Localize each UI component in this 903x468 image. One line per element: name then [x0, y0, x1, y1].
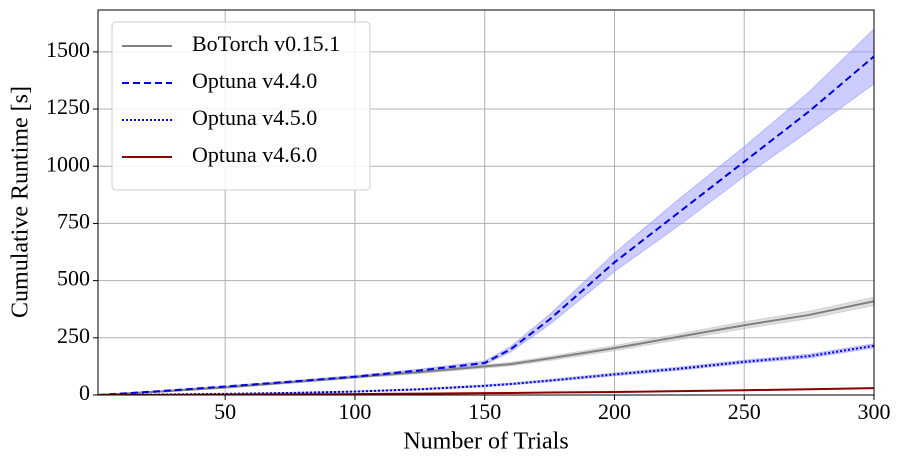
x-tick-label: 50: [214, 399, 236, 424]
y-tick-label: 1000: [46, 151, 90, 176]
line: [98, 55, 874, 395]
legend-label: Optuna v4.4.0: [192, 68, 317, 93]
x-tick-label: 200: [598, 399, 631, 424]
y-tick-label: 0: [79, 380, 90, 405]
y-tick-label: 750: [57, 208, 90, 233]
y-tick-label: 250: [57, 323, 90, 348]
legend-label: BoTorch v0.15.1: [192, 31, 340, 56]
legend-label: Optuna v4.6.0: [192, 142, 317, 167]
legend-box: [111, 21, 371, 191]
y-tick-label: 500: [57, 266, 90, 291]
error-band: [98, 296, 874, 395]
plot-frame: [97, 9, 875, 396]
line: [98, 300, 874, 395]
legend-label: Optuna v4.5.0: [192, 105, 317, 130]
x-tick-label: 150: [468, 399, 501, 424]
x-tick-label: 300: [858, 399, 891, 424]
x-tick-label: 250: [728, 399, 761, 424]
y-tick-label: 1250: [46, 94, 90, 119]
y-tick-label: 1500: [46, 37, 90, 62]
x-axis-label: Number of Trials: [403, 429, 568, 455]
x-tick-label: 100: [338, 399, 371, 424]
y-axis-label: Cumulative Runtime [s]: [8, 86, 34, 318]
